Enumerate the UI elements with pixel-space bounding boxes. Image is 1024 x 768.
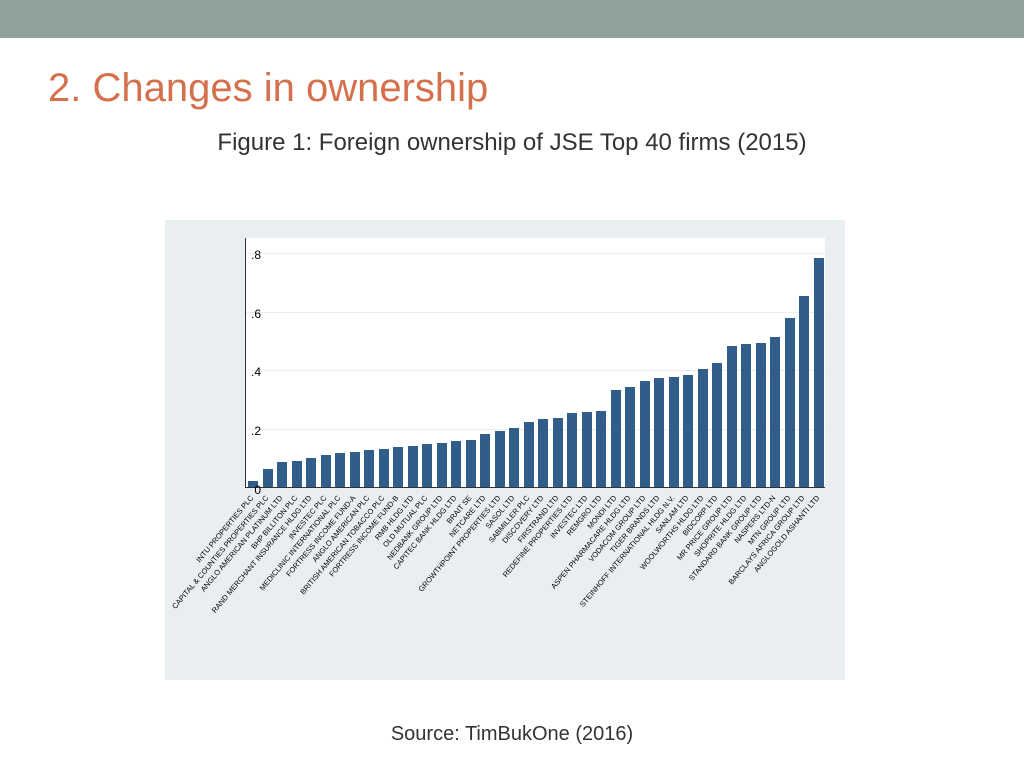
bar [335, 453, 345, 487]
gridline [246, 312, 825, 313]
ytick-label: .6 [231, 307, 261, 321]
bar [683, 375, 693, 487]
bar [364, 450, 374, 487]
bar [814, 258, 824, 487]
bar [292, 461, 302, 487]
bar [379, 449, 389, 487]
bar [770, 337, 780, 487]
gridline [246, 429, 825, 430]
bar [712, 363, 722, 487]
bar [654, 378, 664, 487]
bar [495, 431, 505, 487]
ytick-label: .2 [231, 424, 261, 438]
bar [393, 447, 403, 487]
bar [306, 458, 316, 487]
bar [799, 296, 809, 487]
bar [524, 422, 534, 487]
bar [538, 419, 548, 487]
bar [625, 387, 635, 487]
bar [350, 452, 360, 487]
slide-title: 2. Changes in ownership [0, 38, 1024, 111]
bar [785, 318, 795, 487]
figure-title: Figure 1: Foreign ownership of JSE Top 4… [0, 129, 1024, 157]
bar [741, 344, 751, 487]
bar [756, 343, 766, 487]
bar [437, 443, 447, 487]
bar [698, 369, 708, 487]
header-band [0, 0, 1024, 38]
bar [582, 412, 592, 487]
bar [669, 377, 679, 487]
bar [480, 434, 490, 487]
source-text: Source: TimBukOne (2016) [0, 723, 1024, 746]
bar [553, 418, 563, 487]
bar [596, 411, 606, 487]
plot-area [245, 238, 825, 488]
bar [408, 446, 418, 487]
bar [640, 381, 650, 487]
bar [466, 440, 476, 487]
bar [321, 455, 331, 487]
ytick-label: .4 [231, 365, 261, 379]
bar [727, 346, 737, 487]
bar [567, 413, 577, 487]
bar [451, 441, 461, 487]
gridline [246, 253, 825, 254]
bar [422, 444, 432, 487]
bar [277, 462, 287, 487]
chart-frame: Share of foreign ownership 0.2.4.6.8INTU… [165, 220, 845, 680]
bar [263, 469, 273, 487]
bar [509, 428, 519, 487]
gridline [246, 370, 825, 371]
ytick-label: .8 [231, 248, 261, 262]
bar [611, 390, 621, 487]
